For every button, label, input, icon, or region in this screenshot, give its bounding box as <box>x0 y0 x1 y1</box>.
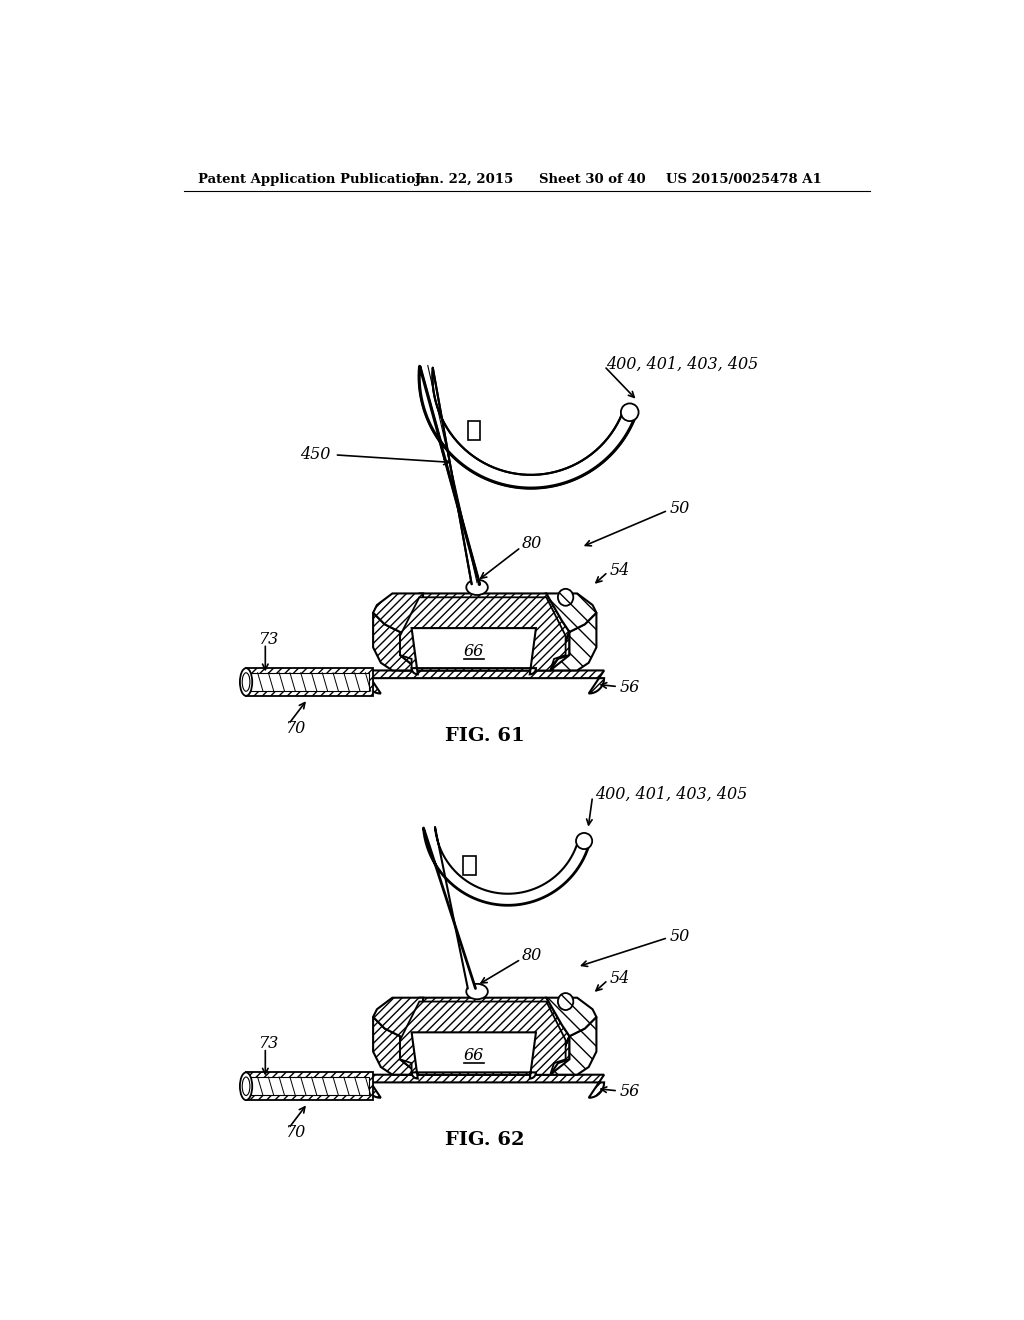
Text: 50: 50 <box>670 928 690 945</box>
Polygon shape <box>400 1002 565 1074</box>
Polygon shape <box>424 826 590 989</box>
Ellipse shape <box>558 589 573 606</box>
Text: 66: 66 <box>464 1047 484 1064</box>
Ellipse shape <box>558 993 573 1010</box>
Ellipse shape <box>621 404 639 421</box>
Polygon shape <box>246 668 373 696</box>
Text: Patent Application Publication: Patent Application Publication <box>199 173 425 186</box>
Ellipse shape <box>240 1072 252 1100</box>
Polygon shape <box>419 367 636 585</box>
Text: 450: 450 <box>300 446 331 463</box>
Polygon shape <box>373 998 423 1074</box>
Text: US 2015/0025478 A1: US 2015/0025478 A1 <box>666 173 821 186</box>
Polygon shape <box>547 998 596 1063</box>
Text: 80: 80 <box>521 946 542 964</box>
Polygon shape <box>392 594 569 671</box>
Polygon shape <box>400 598 565 671</box>
Polygon shape <box>373 612 419 671</box>
Text: FIG. 61: FIG. 61 <box>444 727 524 744</box>
Text: 56: 56 <box>620 1084 640 1100</box>
Bar <box>468 421 480 440</box>
Text: FIG. 62: FIG. 62 <box>445 1131 524 1150</box>
Text: 73: 73 <box>258 1035 278 1052</box>
Polygon shape <box>246 1072 373 1100</box>
Polygon shape <box>373 594 423 671</box>
Text: 73: 73 <box>258 631 278 648</box>
Polygon shape <box>249 673 370 692</box>
Text: 400, 401, 403, 405: 400, 401, 403, 405 <box>606 356 759 374</box>
Text: 56: 56 <box>620 678 640 696</box>
Polygon shape <box>366 671 604 693</box>
Text: 70: 70 <box>285 719 305 737</box>
Polygon shape <box>550 612 596 671</box>
Polygon shape <box>373 1016 419 1074</box>
Text: 66: 66 <box>464 643 484 660</box>
Text: 54: 54 <box>609 970 630 987</box>
Polygon shape <box>366 1074 604 1098</box>
Ellipse shape <box>466 983 487 999</box>
Polygon shape <box>249 1077 370 1096</box>
Text: 50: 50 <box>670 500 690 517</box>
Ellipse shape <box>243 673 250 692</box>
Polygon shape <box>547 594 596 659</box>
Polygon shape <box>550 1016 596 1074</box>
Ellipse shape <box>466 579 487 595</box>
Text: 80: 80 <box>521 535 542 552</box>
Bar <box>463 857 475 875</box>
Text: 70: 70 <box>285 1123 305 1140</box>
Ellipse shape <box>243 1077 250 1096</box>
Ellipse shape <box>240 668 252 696</box>
Polygon shape <box>412 628 536 675</box>
Polygon shape <box>392 998 569 1074</box>
Polygon shape <box>412 1032 536 1078</box>
Text: Sheet 30 of 40: Sheet 30 of 40 <box>539 173 645 186</box>
Text: 54: 54 <box>609 562 630 579</box>
Text: Jan. 22, 2015: Jan. 22, 2015 <box>416 173 514 186</box>
Text: 400, 401, 403, 405: 400, 401, 403, 405 <box>595 787 748 804</box>
Ellipse shape <box>577 833 592 849</box>
